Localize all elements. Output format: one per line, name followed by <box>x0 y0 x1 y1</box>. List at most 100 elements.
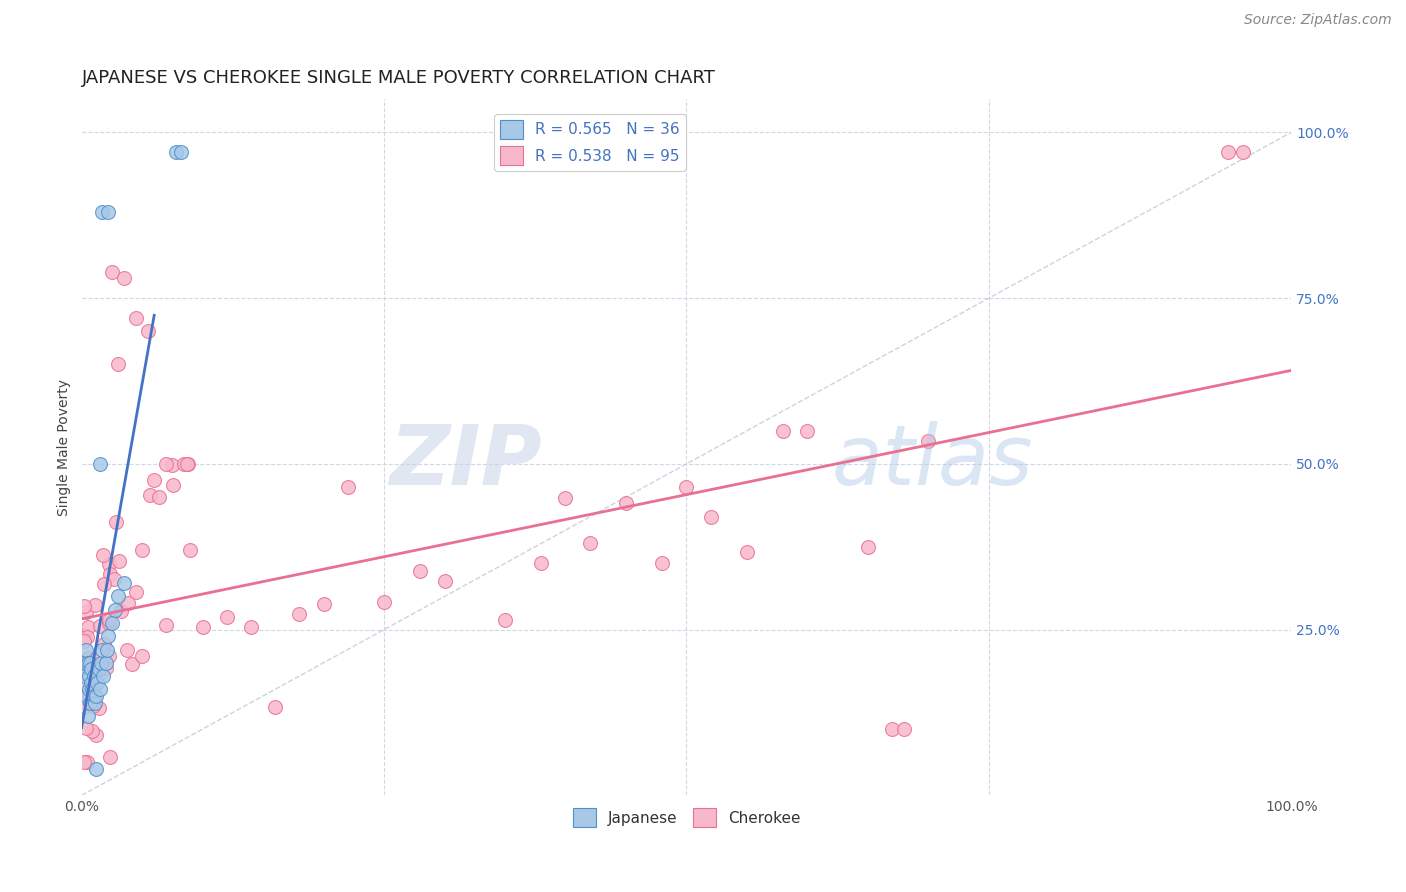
Point <box>82 684 104 698</box>
Point <box>84 729 107 743</box>
Point <box>73 700 96 714</box>
Point <box>77 651 100 665</box>
Point <box>772 424 794 438</box>
Point <box>138 488 160 502</box>
Point <box>121 657 143 672</box>
Point <box>115 643 138 657</box>
Point <box>89 668 111 682</box>
Point <box>82 671 104 685</box>
Point <box>101 264 124 278</box>
Y-axis label: Single Male Poverty: Single Male Poverty <box>58 379 72 516</box>
Point <box>110 604 132 618</box>
Point <box>856 540 879 554</box>
Point <box>112 576 135 591</box>
Point <box>917 434 939 448</box>
Point <box>89 457 111 471</box>
Point <box>165 145 187 160</box>
Point <box>93 576 115 591</box>
Point <box>433 574 456 588</box>
Point <box>79 692 101 706</box>
Point <box>614 495 637 509</box>
Point <box>73 678 96 692</box>
Point <box>89 682 111 697</box>
Point <box>87 700 110 714</box>
Point <box>93 669 115 683</box>
Point <box>76 690 98 704</box>
Point <box>176 457 198 471</box>
Point <box>98 567 121 582</box>
Point <box>94 660 117 674</box>
Point <box>179 543 201 558</box>
Point <box>699 509 721 524</box>
Point <box>89 619 111 633</box>
Point <box>312 597 335 611</box>
Point <box>104 603 127 617</box>
Point <box>79 656 101 670</box>
Point <box>98 558 121 572</box>
Point <box>336 480 359 494</box>
Point <box>91 205 114 219</box>
Point <box>107 590 129 604</box>
Point <box>97 205 120 219</box>
Point <box>288 607 311 621</box>
Text: atlas: atlas <box>831 421 1033 501</box>
Point <box>73 665 96 679</box>
Point <box>651 557 673 571</box>
Point <box>578 536 600 550</box>
Point <box>73 756 96 770</box>
Point <box>124 585 146 599</box>
Point <box>796 424 818 438</box>
Point <box>91 659 114 673</box>
Point <box>73 669 96 683</box>
Point <box>105 515 128 529</box>
Point <box>264 700 287 714</box>
Point <box>170 145 193 160</box>
Point <box>155 617 177 632</box>
Point <box>155 457 177 471</box>
Point <box>101 615 124 630</box>
Point <box>1232 145 1254 160</box>
Text: Source: ZipAtlas.com: Source: ZipAtlas.com <box>1244 13 1392 28</box>
Legend: Japanese, Cherokee: Japanese, Cherokee <box>567 802 807 833</box>
Point <box>84 689 107 703</box>
Point <box>90 656 112 670</box>
Point <box>173 457 195 471</box>
Point <box>79 696 101 710</box>
Point <box>409 564 432 578</box>
Point <box>73 633 96 648</box>
Point <box>84 598 107 612</box>
Point <box>80 664 103 678</box>
Point <box>98 648 121 663</box>
Point <box>96 642 118 657</box>
Point <box>76 655 98 669</box>
Point <box>143 473 166 487</box>
Point <box>73 627 96 641</box>
Point <box>215 610 238 624</box>
Point <box>136 324 159 338</box>
Point <box>882 722 904 736</box>
Point <box>148 490 170 504</box>
Point <box>73 661 96 675</box>
Point <box>94 656 117 670</box>
Point <box>191 620 214 634</box>
Point <box>93 637 115 651</box>
Text: ZIP: ZIP <box>388 421 541 501</box>
Point <box>76 630 98 644</box>
Point <box>77 693 100 707</box>
Point <box>82 653 104 667</box>
Point <box>77 682 100 697</box>
Point <box>108 554 131 568</box>
Point <box>530 557 553 571</box>
Point <box>735 545 758 559</box>
Point <box>77 669 100 683</box>
Point <box>76 708 98 723</box>
Point <box>91 642 114 657</box>
Point <box>84 762 107 776</box>
Point <box>83 696 105 710</box>
Point <box>373 595 395 609</box>
Point <box>73 599 96 614</box>
Point <box>97 629 120 643</box>
Point <box>893 722 915 736</box>
Point <box>162 477 184 491</box>
Text: JAPANESE VS CHEROKEE SINGLE MALE POVERTY CORRELATION CHART: JAPANESE VS CHEROKEE SINGLE MALE POVERTY… <box>82 69 716 87</box>
